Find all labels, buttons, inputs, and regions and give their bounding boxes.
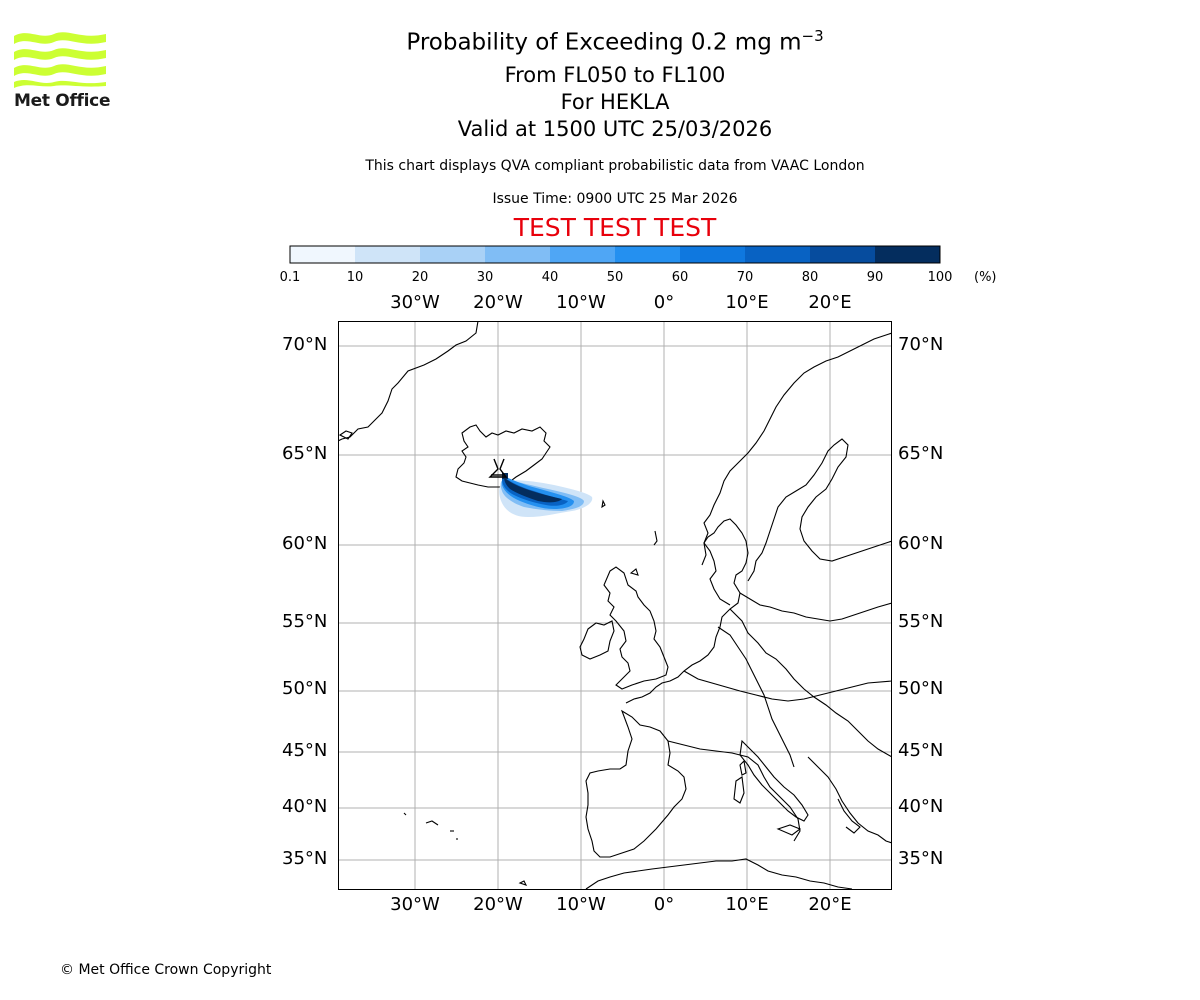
latitude-label: 70°N [282,334,328,355]
volcano-title: For HEKLA [560,90,670,114]
latitude-label: 35°N [898,848,944,869]
colorbar-tick-label: 40 [541,270,559,285]
disclaimer-text: This chart displays QVA compliant probab… [365,158,865,174]
latitude-label: 40°N [282,796,328,817]
longitude-label: 30°W [390,894,440,915]
europe-coastline [625,518,749,704]
italy-coastline [739,739,809,822]
colorbar-segment [680,246,746,263]
latitude-label: 40°N [898,796,944,817]
longitude-label: 20°E [808,894,852,915]
colorbar-segment [290,246,356,263]
latitude-label: 50°N [898,678,944,699]
colorbar-tick-label: 10 [346,270,364,285]
longitude-label: 10°E [725,292,769,313]
latitude-label: 65°N [898,443,944,464]
latitude-label: 55°N [282,611,328,632]
colorbar-segment [875,246,941,263]
greenland-coastline [338,321,479,442]
colorbar-segment [355,246,421,263]
flight-level-range: From FL050 to FL100 [504,63,726,87]
latitude-label: 45°N [898,740,944,761]
longitude-label: 10°W [556,894,606,915]
latitude-label: 60°N [898,533,944,554]
colorbar-segment [420,246,486,263]
scandinavia-coastline [701,332,892,566]
issue-time: Issue Time: 0900 UTC 25 Mar 2026 [492,191,738,207]
longitude-label: 20°W [473,292,523,313]
latitude-label: 55°N [898,611,944,632]
longitude-label: 0° [653,292,675,313]
latitude-label: 65°N [282,443,328,464]
chart-title-exponent: −3 [801,27,824,45]
colorbar-tick-label: 0.1 [279,270,301,285]
chart-title-text: Probability of Exceeding 0.2 mg m [406,29,802,56]
colorbar-segment [485,246,551,263]
colorbar-tick-label: 30 [476,270,494,285]
iceland-coastline [455,424,551,488]
ash-plume [499,473,593,517]
latitude-label: 70°N [898,334,944,355]
longitude-label: 10°E [725,894,769,915]
longitude-label: 20°E [808,292,852,313]
longitude-label: 30°W [390,292,440,313]
latitude-label: 35°N [282,848,328,869]
met-office-logo-waves-icon [14,32,106,88]
colorbar-segment [745,246,811,263]
latitude-label: 60°N [282,533,328,554]
colorbar-unit: (%) [974,270,997,285]
longitude-label: 0° [653,894,675,915]
valid-time: Valid at 1500 UTC 25/03/2026 [457,117,773,141]
colorbar-tick-label: 60 [671,270,689,285]
north-africa-coastline [585,858,853,890]
colorbar [289,245,941,264]
colorbar-segment [615,246,681,263]
colorbar-segment [810,246,876,263]
colorbar-tick-label: 70 [736,270,754,285]
test-banner: TEST TEST TEST [513,213,717,242]
longitude-label: 10°W [556,292,606,313]
ireland-coastline [579,620,615,660]
longitude-label: 20°W [473,894,523,915]
colorbar-tick-label: 80 [801,270,819,285]
met-office-logo-text: Met Office [14,91,111,111]
latitude-label: 50°N [282,678,328,699]
map [338,321,892,890]
latitude-label: 45°N [282,740,328,761]
colorbar-tick-label: 50 [606,270,624,285]
colorbar-tick-label: 100 [927,270,953,285]
copyright-notice: © Met Office Crown Copyright [60,962,272,978]
colorbar-tick-label: 20 [411,270,429,285]
colorbar-tick-label: 90 [866,270,884,285]
map-gridlines [338,321,892,890]
volcano-marker-icon [488,458,508,478]
britain-coastline [603,566,669,690]
colorbar-segment [550,246,616,263]
chart-title: Probability of Exceeding 0.2 mg m−3 [0,27,1200,56]
